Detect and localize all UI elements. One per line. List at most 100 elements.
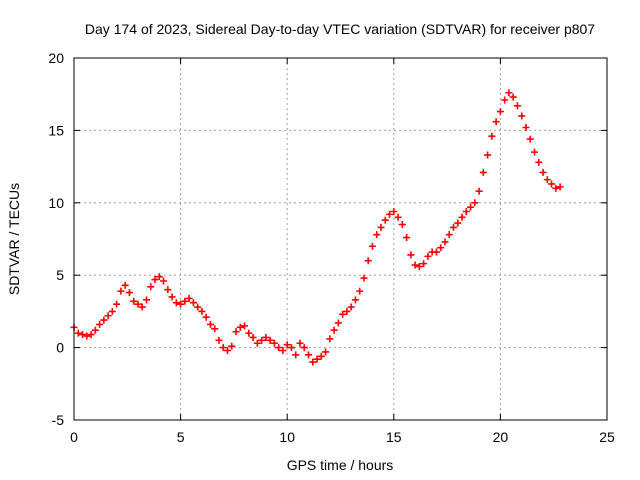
data-point	[334, 319, 342, 327]
data-point	[484, 151, 492, 159]
data-point	[262, 333, 270, 341]
chart-title: Day 174 of 2023, Sidereal Day-to-day VTE…	[85, 21, 595, 37]
x-tick-label: 25	[599, 429, 615, 445]
data-point	[535, 158, 543, 166]
data-point	[368, 242, 376, 250]
data-point	[471, 199, 479, 207]
data-point	[420, 260, 428, 268]
data-point	[236, 323, 244, 331]
data-point	[206, 320, 214, 328]
data-point	[454, 219, 462, 227]
data-point	[283, 341, 291, 349]
data-point	[96, 320, 104, 328]
data-point	[147, 283, 155, 291]
data-point	[181, 297, 189, 305]
data-point	[270, 339, 278, 347]
data-point	[479, 168, 487, 176]
data-point	[134, 300, 142, 308]
data-point	[160, 277, 168, 285]
data-point	[386, 210, 394, 218]
data-point	[398, 221, 406, 229]
data-point	[505, 89, 513, 97]
data-point	[326, 335, 334, 343]
x-tick-label: 15	[386, 429, 402, 445]
data-point	[198, 307, 206, 315]
data-point	[458, 213, 466, 221]
data-point	[300, 344, 308, 352]
data-point	[151, 276, 159, 284]
data-point	[138, 303, 146, 311]
data-point	[113, 300, 121, 308]
data-point	[313, 355, 321, 363]
data-point	[125, 289, 133, 297]
y-tick-label: 20	[48, 50, 64, 66]
data-point	[526, 135, 534, 143]
data-point	[373, 231, 381, 239]
data-point	[74, 329, 82, 337]
data-point	[403, 234, 411, 242]
data-point	[322, 348, 330, 356]
x-tick-label: 0	[70, 429, 78, 445]
data-point	[411, 261, 419, 269]
data-point	[232, 328, 240, 336]
data-point	[513, 102, 521, 110]
data-point	[467, 203, 475, 211]
data-point	[142, 296, 150, 304]
data-point	[245, 329, 253, 337]
data-point	[228, 342, 236, 350]
data-point	[249, 333, 257, 341]
data-point	[305, 351, 313, 359]
data-point	[100, 316, 108, 324]
data-point	[130, 297, 138, 305]
data-points	[70, 89, 564, 366]
data-point	[351, 296, 359, 304]
data-point	[104, 312, 112, 320]
data-point	[415, 263, 423, 271]
data-point	[501, 96, 509, 104]
data-point	[552, 184, 560, 192]
x-tick-label: 10	[279, 429, 295, 445]
y-tick-label: 0	[56, 340, 64, 356]
axis-ticks: 0 5 10 15 20 25 -5 0 5 10 15 20	[48, 50, 615, 445]
x-axis-label: GPS time / hours	[287, 457, 394, 473]
data-point	[155, 273, 163, 281]
data-point	[343, 307, 351, 315]
data-point	[317, 352, 325, 360]
data-point	[121, 281, 129, 289]
data-point	[224, 346, 232, 354]
data-point	[492, 118, 500, 126]
data-point	[330, 326, 338, 334]
data-point	[548, 180, 556, 188]
data-point	[292, 351, 300, 359]
data-point	[356, 287, 364, 295]
data-point	[219, 344, 227, 352]
data-point	[202, 313, 210, 321]
data-point	[258, 336, 266, 344]
data-point	[309, 358, 317, 366]
data-point	[543, 176, 551, 184]
data-point	[539, 168, 547, 176]
data-point	[432, 248, 440, 256]
data-point	[211, 325, 219, 333]
data-point	[87, 331, 95, 339]
data-point	[339, 310, 347, 318]
data-point	[177, 300, 185, 308]
y-tick-label: -5	[52, 412, 65, 428]
data-point	[424, 252, 432, 260]
data-point	[531, 148, 539, 156]
data-point	[449, 223, 457, 231]
data-point	[189, 299, 197, 307]
y-tick-label: 10	[48, 195, 64, 211]
data-point	[168, 293, 176, 301]
data-point	[518, 112, 526, 120]
data-point	[164, 286, 172, 294]
data-point	[172, 299, 180, 307]
data-point	[360, 274, 368, 282]
grid-lines	[74, 58, 607, 420]
data-point	[108, 307, 116, 315]
data-point	[488, 132, 496, 140]
data-point	[241, 322, 249, 330]
data-point	[445, 231, 453, 239]
data-point	[117, 287, 125, 295]
data-point	[381, 216, 389, 224]
